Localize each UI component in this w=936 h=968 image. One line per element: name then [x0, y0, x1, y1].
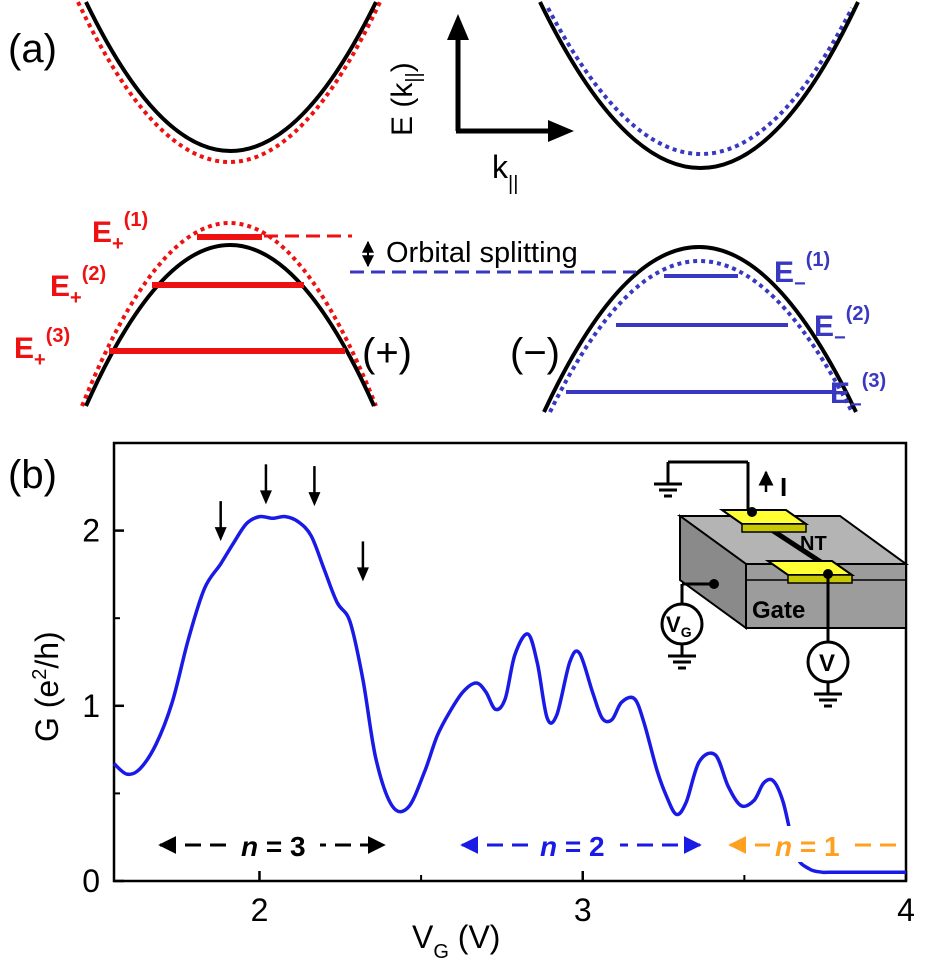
e-plus-2-label: E+(2) [50, 263, 106, 309]
panel-a: (a) Orbital splitting E (k||) k|| [8, 1, 886, 416]
energy-axis-head [447, 14, 469, 40]
band-n2-label-bg [530, 826, 620, 862]
gate-voltage-source-label: VG [666, 612, 692, 640]
band-n1-label-bg [770, 826, 852, 862]
band-n3-label: n = 3 [241, 831, 306, 862]
peak-arrow-head [259, 490, 272, 505]
k-axis-label: k|| [492, 149, 518, 195]
y-axis-label: G (e2/h) [29, 631, 65, 742]
band-n1-label: n = 1 [775, 831, 840, 862]
source-electrode-side [741, 523, 807, 533]
plus-valence-dotted [80, 221, 378, 407]
panel-a-label: (a) [8, 27, 57, 71]
e-minus-2-label: E−(2) [814, 303, 870, 349]
x-tick-label: 2 [251, 892, 269, 928]
x-tick-label: 3 [574, 892, 592, 928]
peak-arrow-head [214, 527, 227, 542]
peak-arrows [214, 464, 369, 582]
panel-b-label: (b) [8, 453, 57, 497]
plus-conduction-solid [84, 1, 378, 153]
minus-conduction-dotted [546, 7, 854, 156]
minus-conduction-solid [538, 1, 860, 170]
axis-tick-labels: 2 3 4 0 1 2 [82, 513, 915, 928]
source-contact-dot [747, 507, 757, 517]
series-layer [112, 514, 906, 875]
e-minus-1-label: E−(1) [774, 249, 830, 295]
ground-icon-top [654, 482, 682, 498]
device-inset: I Gate NT VG [654, 460, 910, 708]
peak-arrow-head [356, 567, 369, 582]
plus-conduction-dotted [76, 1, 382, 164]
plot-frame [112, 441, 908, 883]
y-tick-label: 1 [82, 688, 100, 724]
minus-branch-label: (−) [510, 331, 560, 375]
energy-axis-label: E (k||) [386, 62, 425, 136]
gate-label: Gate [752, 597, 805, 624]
voltmeter-label: V [819, 650, 835, 677]
plus-branch-label: (+) [362, 331, 412, 375]
y-tick-label: 0 [82, 863, 100, 899]
ground-icon-gate [668, 654, 696, 670]
axis-ticks [114, 529, 908, 883]
band-n3-label-bg [230, 826, 320, 862]
minus-valence-dotted [548, 259, 854, 413]
peak-arrow-head [308, 492, 321, 507]
y-tick-label: 2 [82, 513, 100, 549]
e-plus-1-label: E+(1) [92, 209, 148, 255]
e-minus-3-label: E−(3) [830, 370, 886, 416]
minus-valence-solid [542, 245, 858, 413]
current-label: I [780, 472, 787, 502]
ground-icon-voltmeter [814, 692, 842, 708]
plus-valence-solid [84, 243, 376, 407]
drain-electrode-side [787, 574, 853, 584]
x-tick-label: 4 [897, 892, 915, 928]
conductance-series-line [112, 514, 906, 875]
e-plus-3-label: E+(3) [14, 325, 70, 371]
band-n2-label: n = 2 [540, 831, 605, 862]
k-axis-head [548, 120, 574, 142]
panel-b: (b) 2 3 4 0 1 2 G (e2/h) VG (V) n = 3 n = 2 n… [8, 441, 915, 963]
x-axis-label: VG (V) [412, 919, 500, 963]
orbital-splitting-label: Orbital splitting [386, 237, 578, 269]
nanotube-label: NT [800, 533, 827, 555]
